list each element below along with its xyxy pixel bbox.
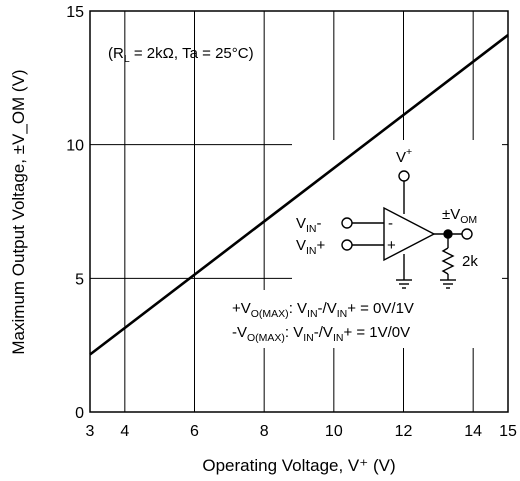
y-tick-label: 15: [66, 4, 84, 21]
x-axis-title: Operating Voltage, V⁺ (V): [202, 456, 395, 475]
series-layer: [89, 34, 509, 356]
vin-minus-label: VIN-: [296, 215, 322, 235]
x-tick-labels: 3 4 6 8 10 12 14 15: [86, 423, 517, 440]
y-tick-label: 0: [75, 405, 84, 422]
note-vomax-negative: -VO(MAX): VIN-/VIN+ = 1V/0V: [232, 324, 410, 344]
plot-frame: [89, 10, 509, 413]
opamp-plus-sign: +: [387, 237, 396, 254]
x-tick-label: 8: [260, 423, 269, 440]
x-tick-label: 10: [325, 423, 343, 440]
opamp-minus-sign: -: [388, 215, 393, 232]
y-tick-label: 10: [66, 138, 84, 155]
x-tick-label: 15: [499, 423, 517, 440]
resistor-zigzag: [441, 247, 455, 275]
note-vomax-positive: +VO(MAX): VIN-/VIN+ = 0V/1V: [232, 300, 414, 320]
series-line: [89, 34, 509, 356]
resistor-label: 2k: [462, 253, 478, 270]
y-tick-label: 5: [75, 271, 84, 288]
y-axis-title: Maximum Output Voltage, ±V_OM (V): [9, 69, 28, 354]
x-tick-label: 14: [464, 423, 482, 440]
vin-plus-label: VIN+: [296, 237, 326, 257]
notes-background: [222, 290, 506, 348]
opamp-circuit: [341, 170, 473, 289]
y-tick-labels: 0 5 10 15: [66, 4, 84, 422]
vplus-label: V+: [396, 146, 412, 166]
conditions-label: (RL = 2kΩ, Ta = 25°C): [108, 45, 254, 65]
vom-label: ±VOM: [442, 206, 477, 226]
opamp-triangle: [383, 206, 436, 262]
x-tick-label: 3: [86, 423, 95, 440]
x-tick-label: 12: [395, 423, 413, 440]
x-tick-label: 6: [190, 423, 199, 440]
x-tick-label: 4: [120, 423, 129, 440]
